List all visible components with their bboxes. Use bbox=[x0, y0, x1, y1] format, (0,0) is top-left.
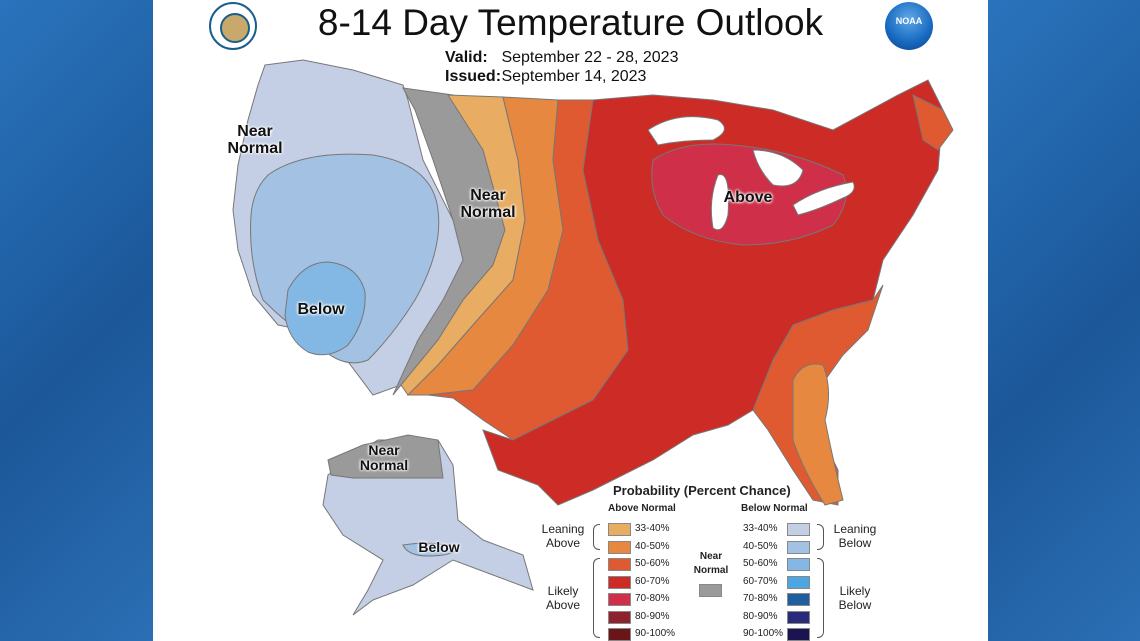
legend-likely-above: Likely Above bbox=[545, 584, 581, 612]
legend-below-swatch-2 bbox=[787, 558, 810, 571]
legend-below-label-0: 33-40% bbox=[743, 523, 778, 534]
legend-above-swatch-2 bbox=[608, 558, 631, 571]
legend-below-swatch-1 bbox=[787, 540, 810, 554]
legend-above-swatch-0 bbox=[608, 523, 631, 536]
issued-label: Issued: bbox=[445, 68, 502, 85]
lake-erie-ontario bbox=[792, 181, 855, 216]
lake-superior bbox=[647, 116, 725, 146]
background-right-panel bbox=[988, 0, 1140, 641]
brace-leaning-below bbox=[817, 524, 824, 550]
legend-above-label-3: 60-70% bbox=[635, 575, 670, 587]
lake-michigan bbox=[710, 174, 729, 231]
legend-title: Probability (Percent Chance) bbox=[613, 483, 791, 498]
legend-above-swatch-5 bbox=[608, 610, 631, 624]
brace-likely-above bbox=[593, 558, 600, 638]
legend-above-swatch-4 bbox=[608, 593, 631, 606]
outlook-panel: 8-14 Day Temperature Outlook Valid: Sept… bbox=[153, 0, 988, 641]
label-near-normal-west: Near Normal bbox=[227, 123, 283, 157]
legend-near-normal-label: Near Normal bbox=[693, 551, 729, 576]
legend-above-label-2: 50-60% bbox=[635, 558, 670, 569]
label-near-normal-central: Near Normal bbox=[460, 187, 516, 221]
legend-above-swatch-3 bbox=[608, 575, 631, 589]
map-title: 8-14 Day Temperature Outlook bbox=[317, 2, 824, 43]
label-above: Above bbox=[723, 189, 773, 206]
legend-below-label-6: 90-100% bbox=[743, 628, 784, 639]
legend-leaning-below: Leaning Below bbox=[833, 522, 877, 550]
lake-huron bbox=[752, 149, 804, 187]
legend-above-label-5: 80-90% bbox=[635, 610, 670, 622]
label-below-southwest: Below bbox=[297, 301, 345, 318]
legend-above-label-6: 90-100% bbox=[635, 628, 676, 639]
date-info: Valid: September 22 - 28, 2023 Issued: S… bbox=[445, 48, 678, 86]
legend-below-swatch-5 bbox=[787, 610, 810, 624]
legend-below-swatch-3 bbox=[787, 575, 810, 589]
region-below-50-60 bbox=[284, 261, 366, 356]
legend-below-swatch-0 bbox=[787, 523, 810, 536]
legend-below-swatch-6 bbox=[787, 628, 810, 641]
legend-below-label-2: 50-60% bbox=[743, 558, 778, 569]
label-near-normal-alaska: Near Normal bbox=[359, 442, 409, 473]
brace-likely-below bbox=[817, 558, 824, 638]
legend-leaning-above: Leaning Above bbox=[541, 522, 585, 550]
legend-above-label-4: 70-80% bbox=[635, 593, 670, 604]
label-below-alaska: Below bbox=[418, 539, 460, 555]
legend-below-label-4: 70-80% bbox=[743, 593, 778, 604]
legend-below-label-3: 60-70% bbox=[743, 575, 778, 587]
issued-value: September 14, 2023 bbox=[501, 68, 647, 85]
legend-below-header: Below Normal bbox=[741, 503, 808, 514]
legend-below-label-5: 80-90% bbox=[743, 610, 778, 622]
commerce-seal-icon bbox=[209, 2, 257, 50]
region-above-40-50-southeast bbox=[792, 363, 844, 506]
us-outlook-map bbox=[232, 59, 954, 616]
legend-above-label-1: 40-50% bbox=[635, 540, 670, 552]
legend-above-header: Above Normal bbox=[608, 503, 676, 514]
background-left-panel bbox=[0, 0, 153, 641]
brace-leaning-above bbox=[593, 524, 600, 550]
valid-label: Valid: bbox=[445, 49, 488, 66]
noaa-logo-text: NOAA bbox=[895, 16, 923, 26]
legend-likely-below: Likely Below bbox=[838, 584, 872, 612]
legend-below-swatch-4 bbox=[787, 593, 810, 606]
valid-value: September 22 - 28, 2023 bbox=[501, 49, 679, 66]
alaska-near-normal bbox=[327, 434, 444, 479]
probability-legend: Probability (Percent Chance) Above Norma… bbox=[525, 480, 985, 641]
alaska-leaning-below bbox=[322, 439, 534, 616]
region-above-50-60-northeast bbox=[912, 94, 954, 151]
legend-below-label-1: 40-50% bbox=[743, 540, 778, 552]
legend-near-normal-swatch bbox=[699, 584, 722, 597]
noaa-logo-icon: NOAA bbox=[885, 2, 933, 50]
legend-above-swatch-6 bbox=[608, 628, 631, 641]
legend-above-label-0: 33-40% bbox=[635, 523, 670, 534]
alaska-below-strip bbox=[402, 542, 459, 557]
legend-above-swatch-1 bbox=[608, 540, 631, 554]
